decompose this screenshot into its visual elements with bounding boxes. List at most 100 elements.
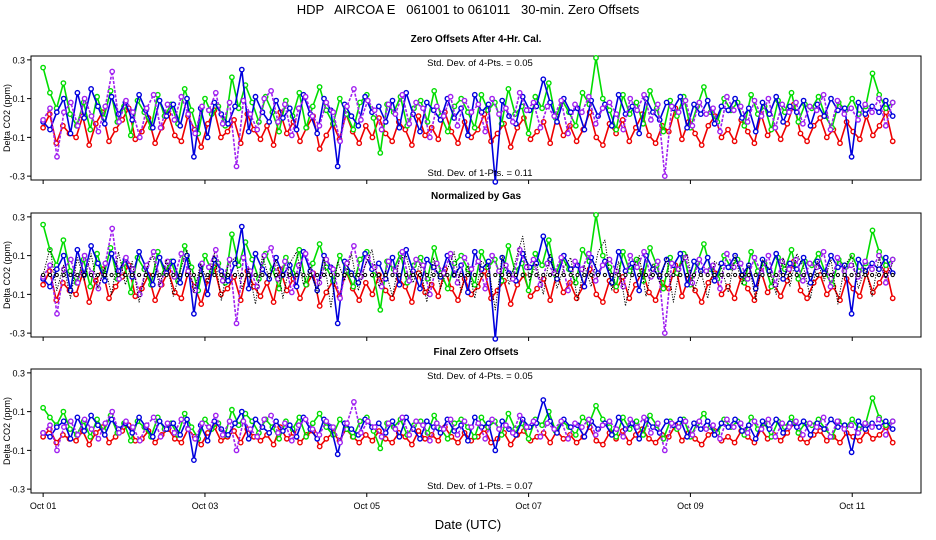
- data-point: [507, 144, 514, 151]
- data-point: [47, 89, 53, 96]
- baseline-point: [383, 272, 388, 278]
- data-point: [413, 99, 419, 106]
- data-point: [698, 299, 705, 305]
- data-point: [231, 117, 238, 123]
- baseline-point: [506, 272, 512, 278]
- data-point: [67, 111, 74, 118]
- data-point: [288, 437, 295, 444]
- data-point: [573, 138, 580, 145]
- data-point: [136, 248, 143, 255]
- data-point: [705, 431, 712, 438]
- data-point: [228, 74, 235, 81]
- data-point: [837, 439, 843, 446]
- data-point: [217, 437, 224, 444]
- data-point: [647, 412, 653, 419]
- baseline-point: [102, 272, 107, 278]
- data-point: [724, 250, 730, 257]
- baseline-point: [500, 272, 505, 278]
- data-point: [837, 140, 843, 147]
- data-point: [560, 289, 567, 296]
- data-point: [54, 310, 60, 317]
- data-point: [530, 418, 537, 425]
- data-point: [204, 291, 211, 298]
- baseline-point: [315, 272, 320, 278]
- data-point: [547, 439, 554, 446]
- data-point: [87, 126, 94, 133]
- series-blue: [40, 397, 896, 463]
- data-point: [40, 221, 46, 228]
- data-point: [697, 111, 704, 118]
- data-point: [613, 283, 620, 290]
- data-point: [820, 414, 827, 421]
- data-point: [190, 153, 197, 160]
- data-point: [525, 130, 532, 137]
- data-point: [254, 283, 261, 290]
- series-blue: [40, 66, 896, 185]
- data-point: [660, 285, 667, 292]
- data-point: [53, 266, 60, 273]
- data-point: [350, 433, 357, 440]
- data-point: [198, 441, 205, 448]
- data-point: [309, 103, 316, 110]
- baseline-point: [746, 272, 751, 278]
- data-point: [74, 122, 81, 129]
- data-point: [780, 275, 786, 282]
- data-point: [88, 113, 95, 120]
- baseline-point: [465, 272, 470, 278]
- data-point: [828, 416, 834, 423]
- data-point: [572, 420, 578, 427]
- data-point: [882, 279, 889, 286]
- data-point: [337, 439, 343, 446]
- data-point: [593, 55, 599, 61]
- data-point: [525, 435, 532, 442]
- data-point: [544, 420, 551, 427]
- baseline-point: [205, 272, 210, 278]
- data-point: [185, 111, 192, 118]
- data-point: [303, 433, 309, 440]
- data-point: [711, 120, 718, 127]
- data-point: [788, 414, 795, 421]
- baseline-point: [726, 272, 731, 278]
- data-point: [295, 105, 302, 112]
- data-point: [309, 420, 316, 427]
- data-point: [565, 287, 571, 294]
- data-point: [417, 285, 423, 292]
- y-axis-label: Delta CO2 (ppm): [2, 397, 12, 465]
- data-point: [95, 435, 102, 442]
- data-point: [238, 223, 245, 230]
- data-point: [629, 260, 636, 267]
- data-point: [744, 429, 751, 436]
- data-point: [862, 420, 868, 427]
- data-point: [647, 88, 653, 94]
- data-point: [225, 120, 232, 127]
- baseline-point: [486, 272, 491, 278]
- data-point: [396, 281, 403, 288]
- data-point: [876, 416, 882, 423]
- data-point: [369, 291, 376, 298]
- data-point: [252, 93, 259, 100]
- data-point: [725, 126, 731, 133]
- data-point: [668, 420, 675, 427]
- data-point: [739, 428, 745, 434]
- data-point: [705, 279, 712, 286]
- data-point: [297, 138, 303, 145]
- data-point: [316, 241, 323, 247]
- data-point: [88, 86, 95, 92]
- data-point: [422, 132, 428, 139]
- baseline-point: [198, 272, 203, 278]
- baseline-point: [184, 272, 190, 278]
- data-point: [558, 254, 565, 261]
- data-point: [581, 126, 588, 133]
- data-point: [633, 99, 640, 106]
- data-point: [47, 105, 53, 112]
- data-point: [820, 91, 827, 98]
- data-point: [385, 420, 392, 427]
- data-point: [334, 320, 341, 327]
- data-point: [573, 439, 580, 446]
- y-tick-label: 0.3: [12, 368, 25, 378]
- data-point: [362, 279, 369, 286]
- data-point: [261, 416, 268, 423]
- data-point: [876, 279, 883, 286]
- data-point: [793, 418, 799, 425]
- data-point: [718, 103, 725, 110]
